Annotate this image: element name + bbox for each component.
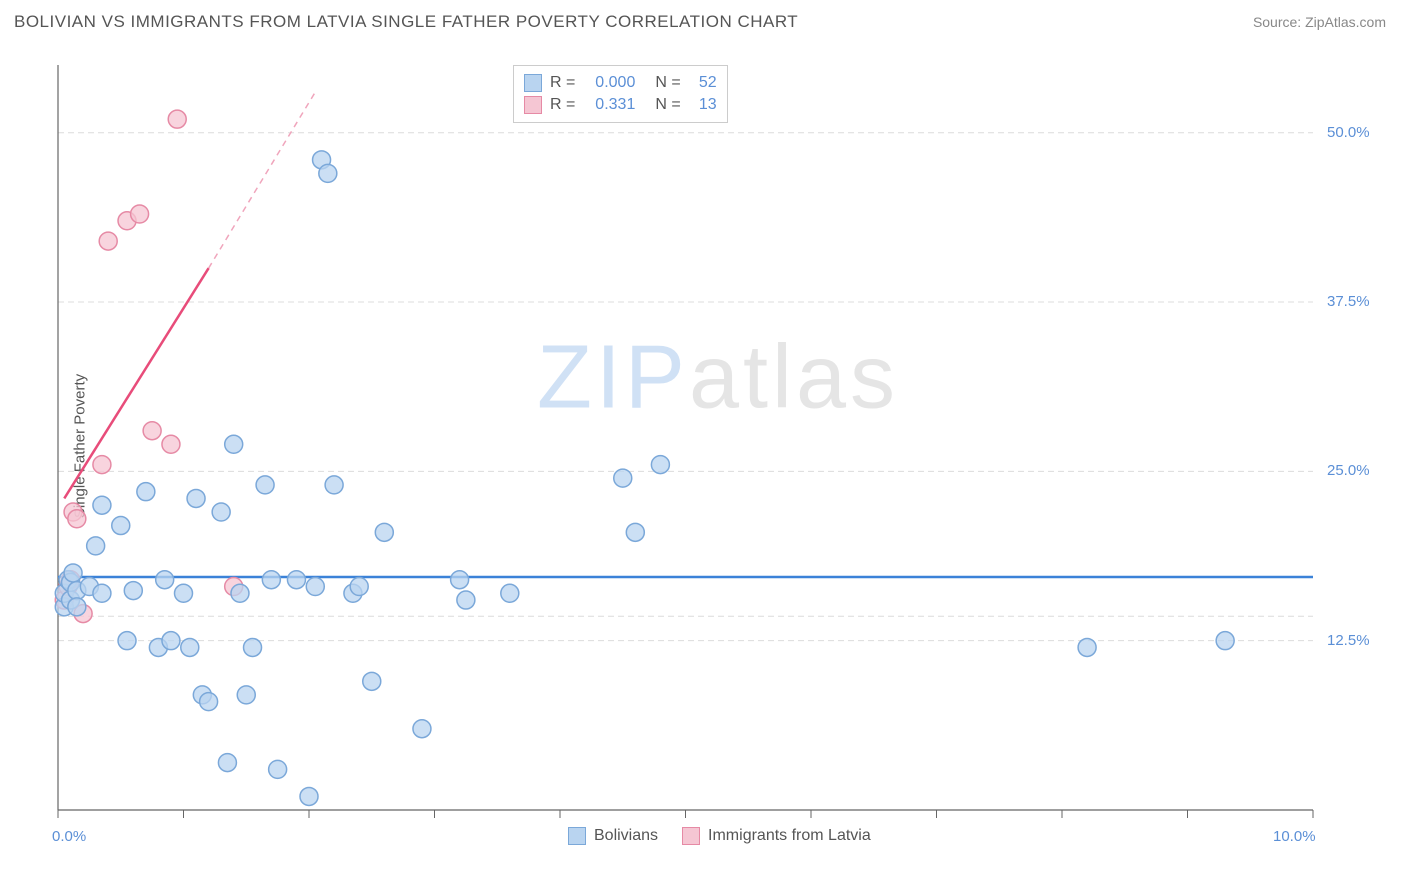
legend-series-label: Bolivians	[594, 827, 658, 845]
legend-swatch	[524, 74, 542, 92]
x-tick-label: 10.0%	[1273, 828, 1316, 845]
legend-stats-row: R = 0.331 N = 13	[524, 94, 717, 116]
legend-r-value: 0.000	[583, 74, 635, 92]
legend-swatch	[568, 827, 586, 845]
y-tick-label: 12.5%	[1327, 632, 1370, 649]
legend-n-value: 13	[689, 96, 717, 114]
chart-title: BOLIVIAN VS IMMIGRANTS FROM LATVIA SINGL…	[14, 12, 798, 32]
x-tick-label: 0.0%	[52, 828, 86, 845]
source-label: Source: ZipAtlas.com	[1253, 14, 1386, 30]
legend-series-item: Bolivians	[568, 827, 658, 845]
legend-swatch	[524, 96, 542, 114]
y-tick-label: 37.5%	[1327, 293, 1370, 310]
legend-n-label: N =	[655, 74, 680, 92]
y-tick-label: 50.0%	[1327, 124, 1370, 141]
legend-series: Bolivians Immigrants from Latvia	[568, 827, 871, 845]
chart-container: ZIPatlas R =0.000N =52R =0.331N =13 12.5…	[48, 55, 1388, 825]
scatter-plot-svg	[48, 55, 1388, 825]
legend-n-value: 52	[689, 74, 717, 92]
legend-r-label: R =	[550, 74, 575, 92]
legend-series-label: Immigrants from Latvia	[708, 827, 871, 845]
legend-swatch	[682, 827, 700, 845]
legend-stats-box: R = 0.000 N = 52 R = 0.331 N = 13	[513, 65, 728, 123]
legend-r-value: 0.331	[583, 96, 635, 114]
legend-series-item: Immigrants from Latvia	[682, 827, 871, 845]
title-bar: BOLIVIAN VS IMMIGRANTS FROM LATVIA SINGL…	[0, 0, 1406, 40]
legend-r-label: R =	[550, 96, 575, 114]
legend-stats-row: R = 0.000 N = 52	[524, 72, 717, 94]
y-tick-label: 25.0%	[1327, 462, 1370, 479]
legend-n-label: N =	[655, 96, 680, 114]
